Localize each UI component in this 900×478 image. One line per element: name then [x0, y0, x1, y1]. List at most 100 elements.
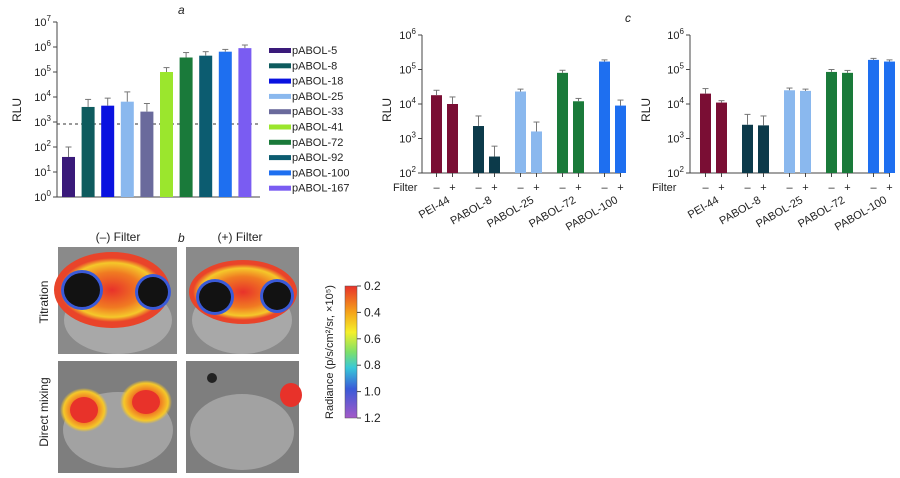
panel-c-filter-label: Filter: [652, 182, 677, 194]
panel-c-bar-PABOL-25-plus: [800, 90, 811, 173]
panel-middle-bar-PABOL-100-plus: [615, 105, 626, 173]
panel-c-ytick-label: 103: [667, 131, 684, 146]
colorbar-tick-label: 0.4: [364, 305, 381, 319]
panel-c-bar-PABOL-25-minus: [784, 90, 795, 173]
panel-b-images: (–) Filter (+) Filter Titration Direct m…: [37, 230, 381, 473]
panel-middle-filter-sign: –: [517, 182, 524, 194]
colorbar: [344, 285, 358, 419]
panel-middle-bar-PABOL-25-plus: [531, 131, 542, 173]
panel-c-ytick-label: 106: [667, 27, 684, 42]
panel-middle-filter-sign: +: [491, 182, 497, 194]
legend-swatch-pABOL-92: [269, 155, 291, 161]
panel-middle-ylabel: RLU: [380, 98, 394, 122]
panel-c-filter-sign: –: [702, 182, 709, 194]
panel-a-bar-pABOL-8: [81, 106, 95, 197]
panel-c-ylabel: RLU: [639, 98, 653, 122]
panel-a-bar-pABOL-100: [218, 51, 232, 197]
legend-swatch-pABOL-167: [269, 185, 291, 191]
panel-c-bar-PEI-44-plus: [716, 102, 727, 173]
legend-swatch-pABOL-33: [269, 109, 291, 115]
legend-swatch-pABOL-41: [269, 124, 291, 130]
panel-c-bar-PABOL-72-plus: [842, 72, 853, 173]
panel-middle-bar-PABOL-25-minus: [515, 91, 526, 173]
panel-c-filter-sign: –: [828, 182, 835, 194]
panel-a-bar-pABOL-33: [140, 111, 154, 197]
panel-c-filter-sign: +: [718, 182, 724, 194]
panel-a-ytick-label: 102: [34, 139, 51, 154]
colorbar-ticks: 0.2 0.4 0.6 0.8 1.0 1.2: [357, 279, 381, 425]
legend-label-pABOL-92: pABOL-92: [292, 152, 343, 164]
panel-middle-bar-PABOL-72-minus: [557, 72, 568, 173]
panel-a-bar-pABOL-25: [120, 101, 134, 197]
panel-c-filter-sign: +: [802, 182, 808, 194]
panel-middle-bar-PABOL-8-plus: [489, 156, 500, 173]
panel-c-bar-PABOL-8-plus: [758, 125, 769, 173]
panel-middle-bar-PEI-44-minus: [431, 95, 442, 173]
panel-letter-c: c: [625, 11, 631, 25]
legend-swatch-pABOL-8: [269, 63, 291, 69]
panel-c-ytick-label: 102: [667, 165, 684, 180]
panel-middle-filter-sign: –: [433, 182, 440, 194]
legend-swatch-pABOL-5: [269, 48, 291, 53]
panel-a-ytick-label: 103: [34, 114, 51, 129]
panel-middle-ytick-label: 106: [399, 27, 416, 42]
panel-middle-bar-PABOL-8-minus: [473, 126, 484, 173]
panel-middle-filter-sign: +: [617, 182, 623, 194]
legend-label-pABOL-25: pABOL-25: [292, 91, 343, 103]
panel-letter-b: b: [178, 231, 185, 245]
panel-middle-filter-sign: –: [601, 182, 608, 194]
panel-a-legend: pABOL-5 pABOL-8 pABOL-18 pABOL-25 pABOL-33 pA…: [269, 45, 349, 195]
colorbar-tick-label: 0.2: [364, 279, 381, 293]
panel-c-bar-PABOL-100-minus: [868, 59, 879, 174]
panel-a-ticks: 100 101 102 103 104 105 106 107: [34, 14, 57, 204]
panel-a-ytick-label: 101: [34, 164, 51, 179]
panel-a-bar-pABOL-167: [238, 48, 252, 197]
panel-middle-filter-sign: –: [475, 182, 482, 194]
legend-label-pABOL-8: pABOL-8: [292, 60, 337, 72]
panel-middle-bar-PEI-44-plus: [447, 104, 458, 173]
colorbar-label: Radiance (p/s/cm²/sr, ×10⁵): [324, 285, 336, 419]
panel-middle-bar-PABOL-72-plus: [573, 101, 584, 173]
legend-label-pABOL-5: pABOL-5: [292, 45, 337, 57]
legend-swatch-pABOL-18: [269, 78, 291, 84]
panel-middle-ytick-label: 102: [399, 165, 416, 180]
col-label-minus-filter: (–) Filter: [96, 230, 141, 244]
colorbar-tick-label: 1.2: [364, 411, 381, 425]
mouse-image-direct-plus-filter: [186, 361, 302, 473]
legend-label-pABOL-33: pABOL-33: [292, 106, 343, 118]
panel-c-filter-sign: –: [786, 182, 793, 194]
panel-a-bar-pABOL-18: [101, 105, 115, 197]
mouse-image-direct-minus-filter: [58, 361, 177, 473]
panel-a-bar-pABOL-72: [179, 57, 193, 198]
panel-a-ytick-label: 107: [34, 14, 51, 29]
panel-middle-filter-label: Filter: [393, 182, 418, 194]
panel-c-filter-sign: –: [870, 182, 877, 194]
panel-middle-filter-sign: +: [449, 182, 455, 194]
legend-swatch-pABOL-72: [269, 139, 291, 145]
panel-c-bar-PEI-44-minus: [700, 93, 711, 173]
colorbar-tick-label: 0.8: [364, 358, 381, 372]
panel-middle-ytick-label: 103: [399, 131, 416, 146]
panel-middle-group-label-PEI-44: PEI-44: [417, 194, 452, 221]
panel-middle-group-label-PABOL-25: PABOL-25: [485, 194, 536, 230]
panel-c-ticks: 102 103 104 105 106: [667, 27, 690, 180]
panel-c-group-label-PEI-44: PEI-44: [686, 194, 721, 221]
panel-middle-ytick-label: 104: [399, 96, 416, 111]
panel-middle-bars: [431, 59, 626, 177]
panel-c-group-label-PABOL-25: PABOL-25: [754, 194, 805, 230]
panel-middle-filter-sign: +: [533, 182, 539, 194]
panel-middle-filter-signs: – + – + – + – + – +: [433, 182, 623, 194]
panel-c-filter-sign: +: [760, 182, 766, 194]
panel-c-filter-sign: –: [744, 182, 751, 194]
mouse-image-titration-minus-filter: [54, 247, 177, 354]
panel-letter-a: a: [178, 3, 185, 17]
row-label-titration: Titration: [37, 281, 51, 324]
panel-middle-bar-PABOL-100-minus: [599, 61, 610, 173]
panel-a-bars: [62, 44, 252, 198]
